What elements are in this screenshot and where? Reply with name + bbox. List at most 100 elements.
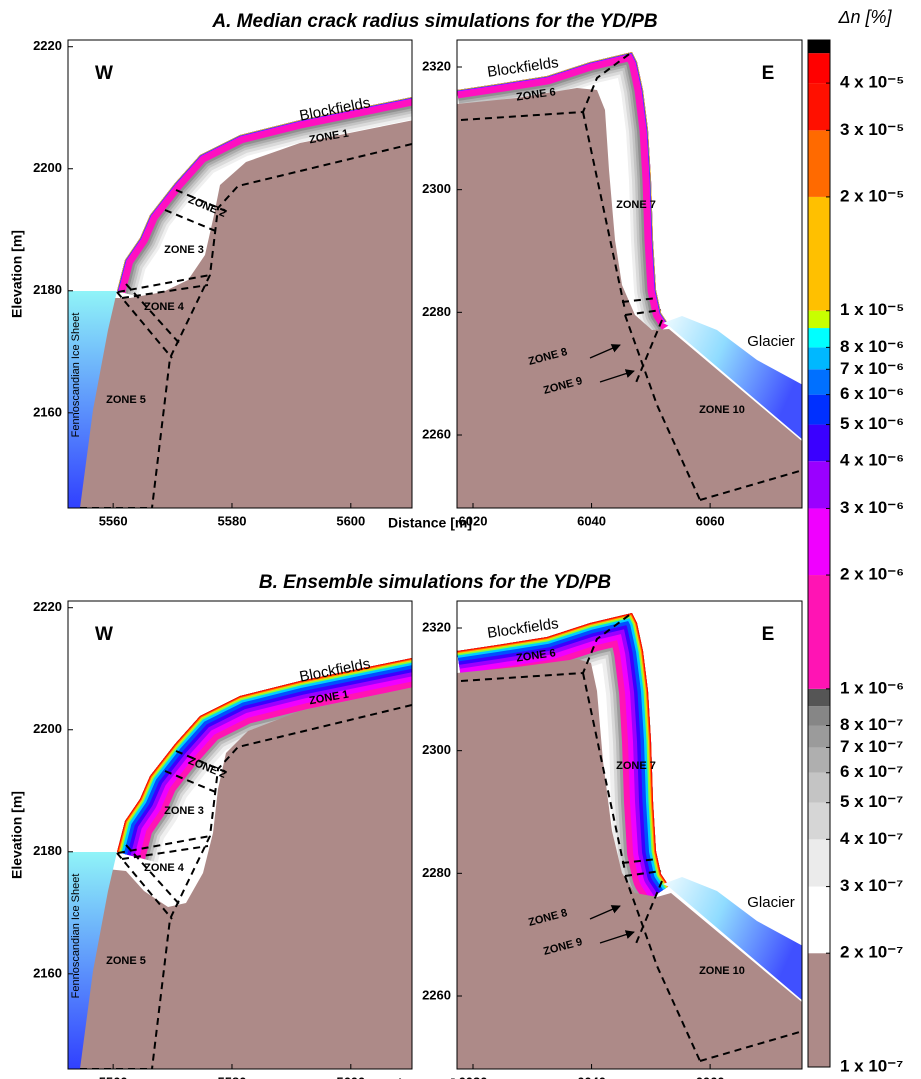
y-axis-label: Elevation [m] (9, 230, 25, 318)
annotation: ZONE 10 (699, 404, 745, 416)
y-tick-label: 2160 (33, 965, 62, 980)
x-tick-label: 6060 (696, 1074, 725, 1079)
damage-band (457, 52, 670, 326)
x-axis-label: Distance [m] (388, 515, 472, 531)
y-tick-label: 2320 (422, 619, 451, 634)
colorbar-tick-label: 8 x 10⁻⁷ (840, 715, 903, 734)
x-tick-label: 5580 (218, 513, 247, 528)
colorbar-band (808, 772, 830, 803)
chart-title: A. Median crack radius simulations for t… (211, 11, 657, 32)
colorbar-tick-label: 4 x 10⁻⁵ (840, 73, 904, 92)
arrow (589, 905, 621, 920)
y-axis-label: Elevation [m] (9, 791, 25, 879)
annotation: ZONE 7 (616, 199, 656, 211)
y-tick-label: 2260 (422, 987, 451, 1002)
colorbar-label: Δn [%] (837, 7, 892, 27)
annotation: ZONE 4 (144, 301, 185, 313)
ice-sheet (68, 291, 117, 508)
zone-boundary (117, 835, 211, 854)
colorbar-band (808, 688, 830, 707)
y-tick-label: 2280 (422, 865, 451, 880)
x-tick-label: 5560 (99, 513, 128, 528)
zone-boundary (116, 291, 173, 359)
plot-area (68, 601, 412, 1069)
damage-band (457, 613, 670, 887)
glacier (663, 877, 802, 1001)
x-tick-label: 6040 (577, 513, 606, 528)
annotation: ZONE 4 (144, 862, 185, 874)
colorbar-band (808, 310, 830, 329)
y-tick-label: 2220 (33, 599, 62, 614)
colorbar-band (808, 953, 830, 1067)
x-tick-label: 6020 (459, 513, 488, 528)
zone-boundary (621, 297, 658, 303)
annotation: ZONE 3 (164, 805, 204, 817)
colorbar-band (808, 369, 830, 395)
annotation: ZONE 5 (106, 955, 146, 967)
colorbar-band (808, 886, 830, 954)
colorbar-band (808, 725, 830, 748)
arrow (599, 930, 635, 944)
x-tick-label: 5600 (336, 513, 365, 528)
colorbar-band (808, 347, 830, 370)
zone-boundary (699, 469, 802, 501)
zone-boundary (151, 143, 412, 508)
zone-boundary (460, 612, 633, 682)
colorbar-tick-label: 2 x 10⁻⁶ (840, 565, 904, 584)
colorbar-tick-label: 3 x 10⁻⁵ (840, 120, 904, 139)
x-tick-label: 5560 (99, 1074, 128, 1079)
rock (68, 658, 412, 1069)
arrow (589, 344, 621, 359)
y-tick-label: 2160 (33, 404, 62, 419)
y-tick-label: 2280 (422, 304, 451, 319)
y-tick-label: 2220 (33, 38, 62, 53)
colorbar-band (808, 394, 830, 425)
panel-label: E (762, 624, 775, 645)
x-tick-label: 6060 (696, 513, 725, 528)
colorbar-band (808, 706, 830, 726)
x-tick-label: 6020 (459, 1074, 488, 1079)
ice-sheet (68, 852, 117, 1069)
glacier (663, 316, 802, 440)
zone-boundary (624, 870, 662, 877)
plot-area (457, 40, 802, 508)
colorbar-band (808, 424, 830, 462)
colorbar-tick-label: 2 x 10⁻⁷ (840, 943, 903, 962)
zone-boundary (699, 1030, 802, 1062)
y-tick-label: 2200 (33, 160, 62, 175)
damage-band (116, 658, 412, 853)
annotation: Fennoscandian Ice Sheet (70, 874, 82, 999)
annotation: ZONE 5 (106, 394, 146, 406)
zone-boundary (582, 672, 626, 872)
colorbar-band (808, 508, 830, 576)
colorbar-tick-label: 2 x 10⁻⁵ (840, 186, 904, 205)
colorbar-band (808, 130, 830, 197)
intact-rock (457, 659, 802, 1069)
zone-boundary (175, 189, 229, 213)
annotation: Glacier (747, 333, 795, 350)
colorbar-tick-label: 5 x 10⁻⁶ (840, 414, 904, 433)
colorbar-band (808, 575, 830, 689)
x-tick-label: 6040 (577, 1074, 606, 1079)
y-tick-label: 2180 (33, 843, 62, 858)
y-tick-label: 2260 (422, 426, 451, 441)
x-tick-label: 5600 (336, 1074, 365, 1079)
x-tick-label: 5580 (218, 1074, 247, 1079)
colorbar-band (808, 461, 830, 509)
annotation: ZONE 6 (515, 647, 556, 664)
zone-boundary (164, 209, 219, 233)
zone-boundary (175, 750, 229, 774)
zone-boundary (125, 283, 181, 345)
colorbar-frame (807, 39, 831, 1068)
intact-rock (457, 88, 802, 508)
axes-frame (67, 600, 413, 1070)
x-axis-label: Distance [m] (388, 1076, 472, 1079)
colorbar-tick-label: 5 x 10⁻⁷ (840, 792, 903, 811)
y-tick-label: 2200 (33, 721, 62, 736)
rock (457, 613, 802, 1069)
colorbar-band (808, 839, 830, 887)
